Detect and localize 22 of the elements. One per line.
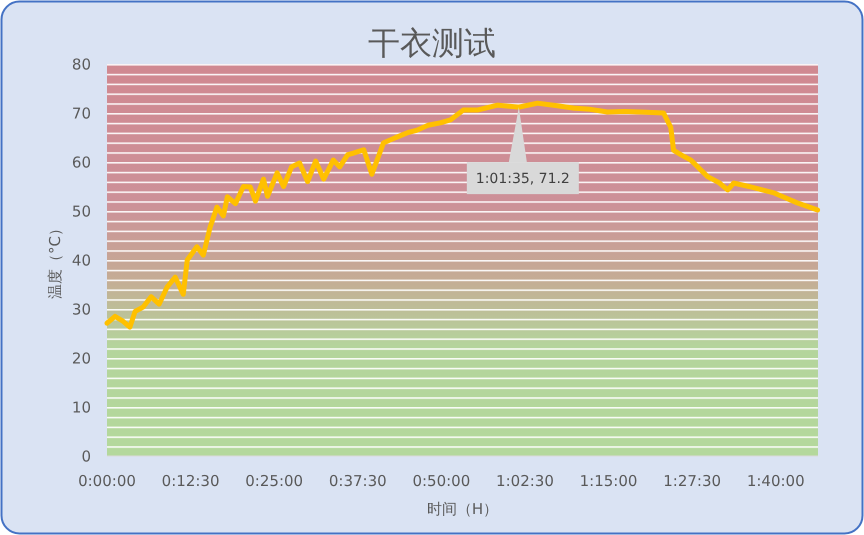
x-tick-label: 1:02:30 xyxy=(496,472,554,490)
x-tick-label: 0:00:00 xyxy=(78,472,136,490)
y-tick-label: 0 xyxy=(81,447,91,466)
x-tick-label: 0:12:30 xyxy=(162,472,220,490)
y-tick-label: 10 xyxy=(72,398,91,416)
y-axis-title: 温度（°C） xyxy=(46,221,64,299)
annotation: 1:01:35, 71.2 xyxy=(476,171,570,188)
y-tick-label: 70 xyxy=(72,104,91,122)
x-tick-label: 1:15:00 xyxy=(580,472,638,490)
y-tick-label: 60 xyxy=(72,153,91,172)
x-axis-title: 时间（H） xyxy=(426,500,498,518)
chart-title: 干衣测试 xyxy=(368,24,496,62)
y-tick-label: 80 xyxy=(72,55,91,74)
y-tick-label: 50 xyxy=(72,202,91,220)
x-tick-label: 1:40:00 xyxy=(746,472,805,490)
x-tick-label: 0:25:00 xyxy=(245,472,304,490)
y-tick-label: 30 xyxy=(72,300,91,318)
x-tick-label: 1:27:30 xyxy=(663,472,722,490)
y-tick-label: 40 xyxy=(72,251,91,270)
x-tick-label: 0:37:30 xyxy=(328,472,387,490)
y-tick-label: 20 xyxy=(72,349,91,368)
x-tick-label: 0:50:00 xyxy=(412,472,470,490)
